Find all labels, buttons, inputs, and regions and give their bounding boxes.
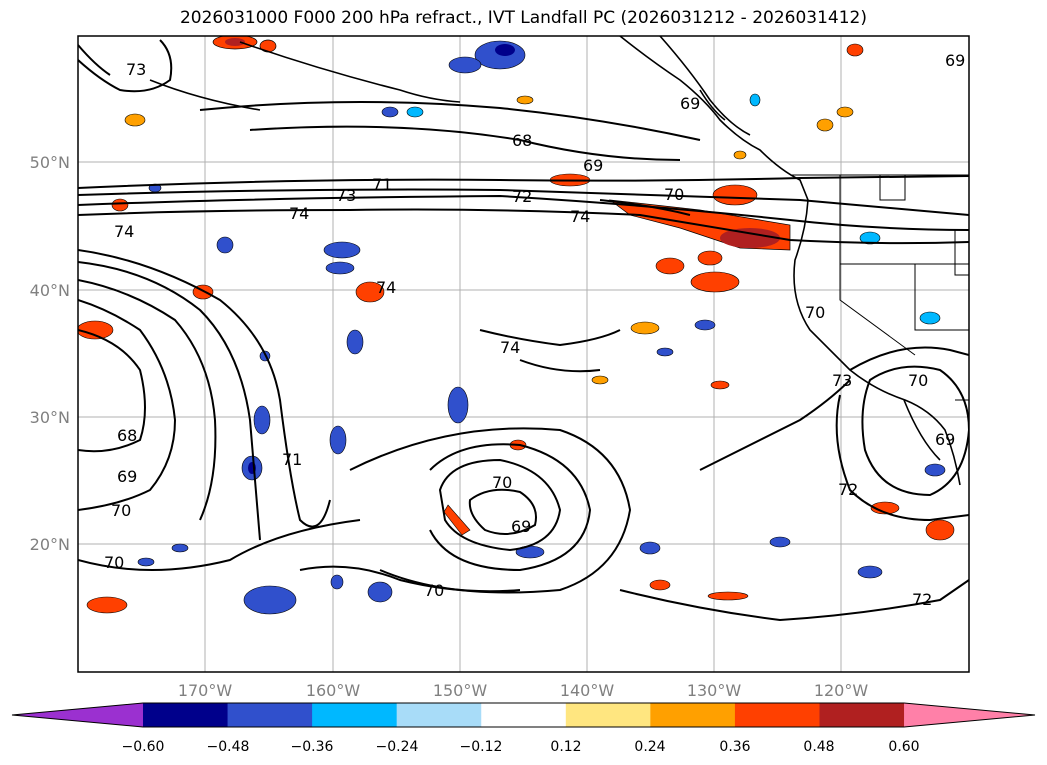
- contour-label: 68: [512, 131, 532, 150]
- contour-label: 70: [424, 581, 444, 600]
- contour-label: 71: [282, 450, 302, 469]
- colorbar-segment: [312, 703, 398, 727]
- lat-label: 20°N: [30, 535, 70, 554]
- colorbar-extend-high: [904, 703, 1035, 727]
- contour-label: 70: [805, 303, 825, 322]
- colorbar-tick-label: −0.48: [207, 739, 250, 755]
- lon-label: 160°W: [306, 681, 361, 700]
- colorbar-segment: [227, 703, 313, 727]
- contour-label: 69: [680, 94, 700, 113]
- lat-label: 30°N: [30, 408, 70, 427]
- colorbar-segment: [565, 703, 651, 727]
- contour-label: 69: [511, 517, 531, 536]
- colorbar-segment: [734, 703, 820, 727]
- contour-label: 70: [111, 501, 131, 520]
- lon-label: 120°W: [814, 681, 869, 700]
- colorbar-segment: [481, 703, 567, 727]
- colorbar-tick-label: 0.24: [634, 739, 665, 755]
- contour-label: 74: [376, 278, 396, 297]
- colorbar-tick-label: 0.36: [719, 739, 750, 755]
- contour-label: 73: [832, 371, 852, 390]
- colorbar-tick-label: 0.60: [888, 739, 919, 755]
- colorbar-tick-label: −0.60: [122, 739, 165, 755]
- chart-title: 2026031000 F000 200 hPa refract., IVT La…: [179, 8, 867, 28]
- contour-label: 68: [117, 426, 137, 445]
- contour-label: 74: [289, 204, 309, 223]
- shading-negative: [137, 40, 946, 615]
- lon-labels: 170°W 160°W 150°W 140°W 130°W 120°W: [178, 681, 869, 700]
- coastlines: [149, 36, 961, 486]
- contour-label: 69: [583, 156, 603, 175]
- contour-label: 74: [114, 222, 134, 241]
- contour-label-group: 73 69 68 69 71 73 72 70 74 74 74 74 74 7…: [104, 51, 965, 609]
- contour-label: 73: [126, 60, 146, 79]
- contour-label: 72: [838, 480, 858, 499]
- lon-label: 170°W: [178, 681, 233, 700]
- map-background: [78, 36, 969, 672]
- colorbar-tick-label: −0.36: [291, 739, 334, 755]
- colorbar-segment: [143, 703, 229, 727]
- contour-label: 69: [117, 467, 137, 486]
- colorbar-segment: [819, 703, 905, 727]
- colorbar-segment: [396, 703, 482, 727]
- map-frame: [77, 35, 970, 673]
- contour-label: 73: [336, 186, 356, 205]
- colorbar-segment: [650, 703, 736, 727]
- colorbar-tick-label: 0.48: [803, 739, 834, 755]
- lat-label: 50°N: [30, 153, 70, 172]
- contour-label: 69: [945, 51, 965, 70]
- contour-label: 69: [935, 430, 955, 449]
- lon-label: 140°W: [560, 681, 615, 700]
- lat-labels: 50°N 40°N 30°N 20°N: [30, 153, 70, 554]
- colorbar: [11, 702, 1036, 728]
- borders: [792, 174, 969, 401]
- colorbar-tick-label: 0.12: [550, 739, 581, 755]
- contour-label: 70: [492, 473, 512, 492]
- contour-label: 70: [104, 553, 124, 572]
- lon-label: 130°W: [687, 681, 742, 700]
- contours: [78, 39, 969, 622]
- colorbar-tick-label: −0.24: [376, 739, 419, 755]
- colorbar-outline: [11, 702, 1036, 728]
- contour-label: 71: [372, 175, 392, 194]
- map-content: [78, 36, 969, 672]
- contour-label: 72: [512, 187, 532, 206]
- contour-label: 70: [908, 371, 928, 390]
- contour-label: 74: [500, 338, 520, 357]
- colorbar-tick-labels: −0.60 −0.48 −0.36 −0.24 −0.12 0.12 0.24 …: [122, 739, 920, 755]
- contour-label: 72: [912, 590, 932, 609]
- lat-label: 40°N: [30, 281, 70, 300]
- colorbar-extend-low: [12, 703, 143, 727]
- lon-label: 150°W: [433, 681, 488, 700]
- colorbar-tick-label: −0.12: [460, 739, 503, 755]
- contour-label: 70: [664, 185, 684, 204]
- contour-label: 74: [570, 207, 590, 226]
